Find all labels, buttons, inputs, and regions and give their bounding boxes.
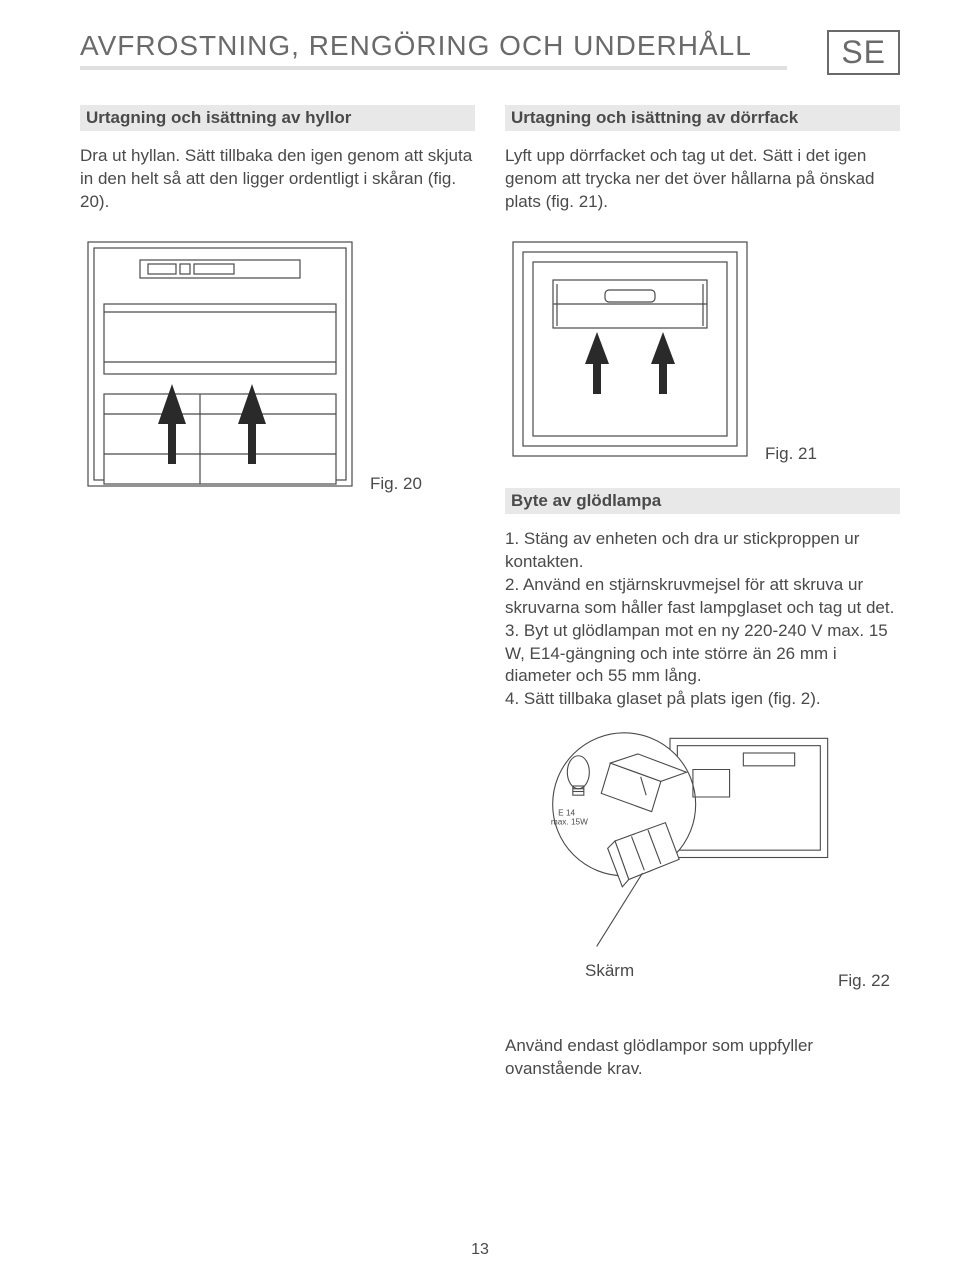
skarm-label: Skärm bbox=[585, 961, 634, 981]
footer-note: Använd endast glödlampor som uppfyller o… bbox=[505, 1035, 900, 1081]
content-columns: Urtagning och isättning av hyllor Dra ut… bbox=[80, 105, 900, 1101]
body-text-shelves: Dra ut hyllan. Sätt tillbaka den igen ge… bbox=[80, 145, 475, 214]
bulb-instructions-list: 1. Stäng av enheten och dra ur stickprop… bbox=[505, 528, 900, 712]
section-heading-doorrack: Urtagning och isättning av dörrfack bbox=[505, 105, 900, 131]
section-heading-shelves: Urtagning och isättning av hyllor bbox=[80, 105, 475, 131]
figure-20-row: Fig. 20 bbox=[80, 234, 475, 494]
bulb-spec-line2: max. 15W bbox=[551, 818, 588, 827]
figure-22-wrap: E 14 max. 15W Skärm Fig. 22 bbox=[505, 731, 900, 974]
language-badge: SE bbox=[827, 30, 900, 75]
figure-21-illustration bbox=[505, 234, 755, 464]
section-heading-bulb: Byte av glödlampa bbox=[505, 488, 900, 514]
figure-21-label: Fig. 21 bbox=[765, 444, 817, 464]
left-column: Urtagning och isättning av hyllor Dra ut… bbox=[80, 105, 475, 1101]
body-text-doorrack: Lyft upp dörrfacket och tag ut det. Sätt… bbox=[505, 145, 900, 214]
bulb-spec-line1: E 14 bbox=[558, 809, 575, 818]
right-column: Urtagning och isättning av dörrfack Lyft… bbox=[505, 105, 900, 1101]
page-header: AVFROSTNING, RENGÖRING OCH UNDERHÅLL SE bbox=[80, 30, 900, 75]
figure-20-illustration bbox=[80, 234, 360, 494]
figure-22-label: Fig. 22 bbox=[838, 971, 890, 991]
figure-20-label: Fig. 20 bbox=[370, 474, 422, 494]
page-number: 13 bbox=[471, 1241, 489, 1259]
figure-21-row: Fig. 21 bbox=[505, 234, 900, 464]
page-title: AVFROSTNING, RENGÖRING OCH UNDERHÅLL bbox=[80, 30, 787, 70]
figure-22-illustration: E 14 max. 15W bbox=[505, 731, 835, 969]
